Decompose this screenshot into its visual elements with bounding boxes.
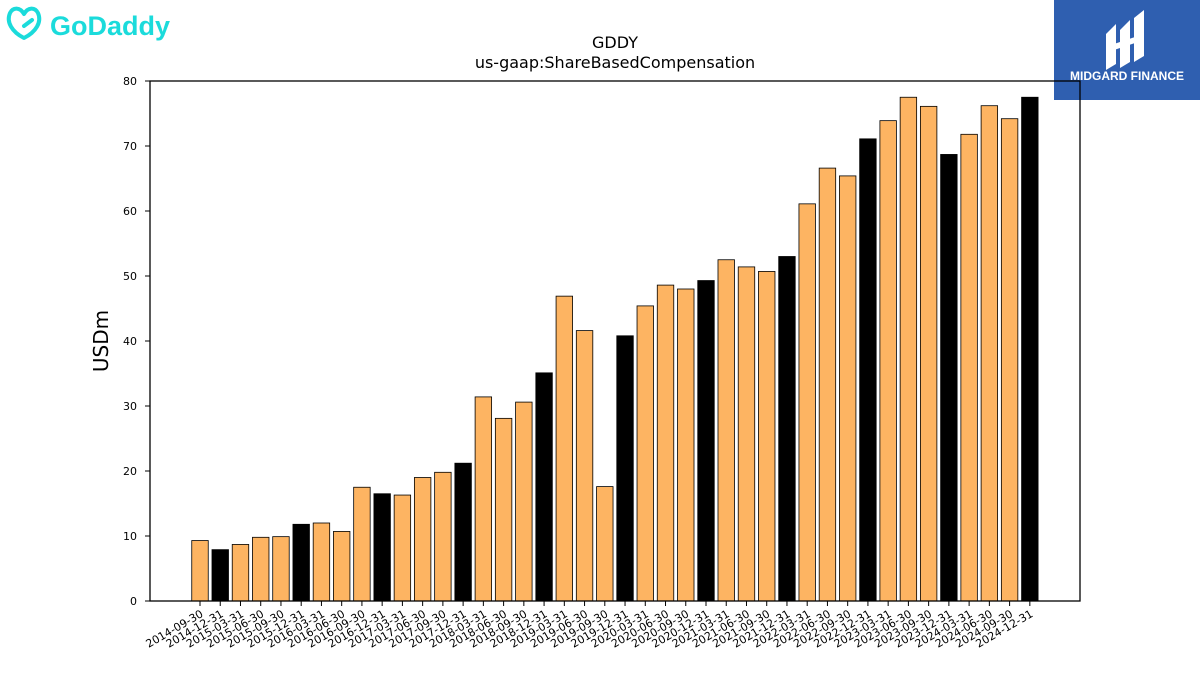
- bar: [353, 486, 371, 602]
- bar: [231, 544, 250, 602]
- bar: [211, 549, 229, 602]
- bar: [697, 280, 715, 602]
- bars-group: [191, 96, 1039, 602]
- bar: [333, 531, 351, 602]
- y-tick-label: 50: [123, 270, 137, 283]
- chart-subtitle: us-gaap:ShareBasedCompensation: [475, 53, 755, 72]
- bar: [798, 203, 816, 602]
- bar: [616, 335, 634, 602]
- bar: [919, 105, 938, 602]
- bar: [474, 396, 493, 602]
- bar: [717, 259, 735, 602]
- bar: [1021, 96, 1039, 602]
- bar: [940, 154, 958, 602]
- y-tick-label: 40: [123, 335, 137, 348]
- plot-area-frame: [149, 80, 1081, 602]
- midgard-finance-logo-graphic: MIDGARD FINANCE: [1070, 10, 1184, 83]
- bar: [677, 288, 695, 602]
- bar: [778, 256, 796, 602]
- bar: [575, 330, 594, 602]
- midgard-finance-logo: MIDGARD FINANCE: [1054, 0, 1200, 100]
- bar: [292, 523, 310, 602]
- bar: [1000, 118, 1019, 602]
- midgard-finance-logo-text: MIDGARD FINANCE: [1070, 69, 1184, 83]
- y-axis-ticks: 0 10 20 30 40 50 60 70 80: [123, 75, 150, 608]
- y-tick-label: 80: [123, 75, 137, 88]
- bar: [454, 462, 472, 602]
- bar: [252, 536, 270, 602]
- y-tick-label: 20: [123, 465, 137, 478]
- bar: [879, 120, 897, 602]
- bar: [373, 493, 391, 602]
- bar: [312, 522, 331, 602]
- bar: [818, 167, 837, 602]
- bar: [515, 401, 533, 602]
- bar: [191, 540, 209, 602]
- bar: [758, 271, 776, 602]
- bar: [393, 494, 412, 602]
- y-tick-label: 70: [123, 140, 137, 153]
- bar: [859, 138, 877, 602]
- bar: [434, 471, 452, 602]
- chart-title: GDDY: [592, 33, 638, 52]
- y-tick-label: 60: [123, 205, 137, 218]
- godaddy-logo: GoDaddy: [4, 4, 184, 44]
- bar: [960, 133, 978, 602]
- y-axis-label: USDm: [89, 310, 113, 372]
- bar: [596, 486, 614, 602]
- bar: [899, 96, 918, 602]
- bar: [656, 284, 675, 602]
- bar: [272, 536, 290, 602]
- y-tick-label: 30: [123, 400, 137, 413]
- godaddy-logo-graphic: GoDaddy: [6, 6, 170, 41]
- bar: [494, 417, 513, 602]
- bar: [737, 266, 756, 602]
- y-tick-label: 0: [130, 595, 137, 608]
- bar: [636, 305, 654, 602]
- bar: [535, 372, 553, 602]
- y-tick-label: 10: [123, 530, 137, 543]
- bar: [839, 175, 857, 602]
- bar: [980, 105, 999, 602]
- godaddy-logo-text: GoDaddy: [50, 11, 170, 41]
- x-axis-ticks: 2014-09-302014-12-312015-03-312015-06-30…: [144, 601, 1035, 651]
- bar: [555, 295, 573, 602]
- bar: [413, 477, 432, 602]
